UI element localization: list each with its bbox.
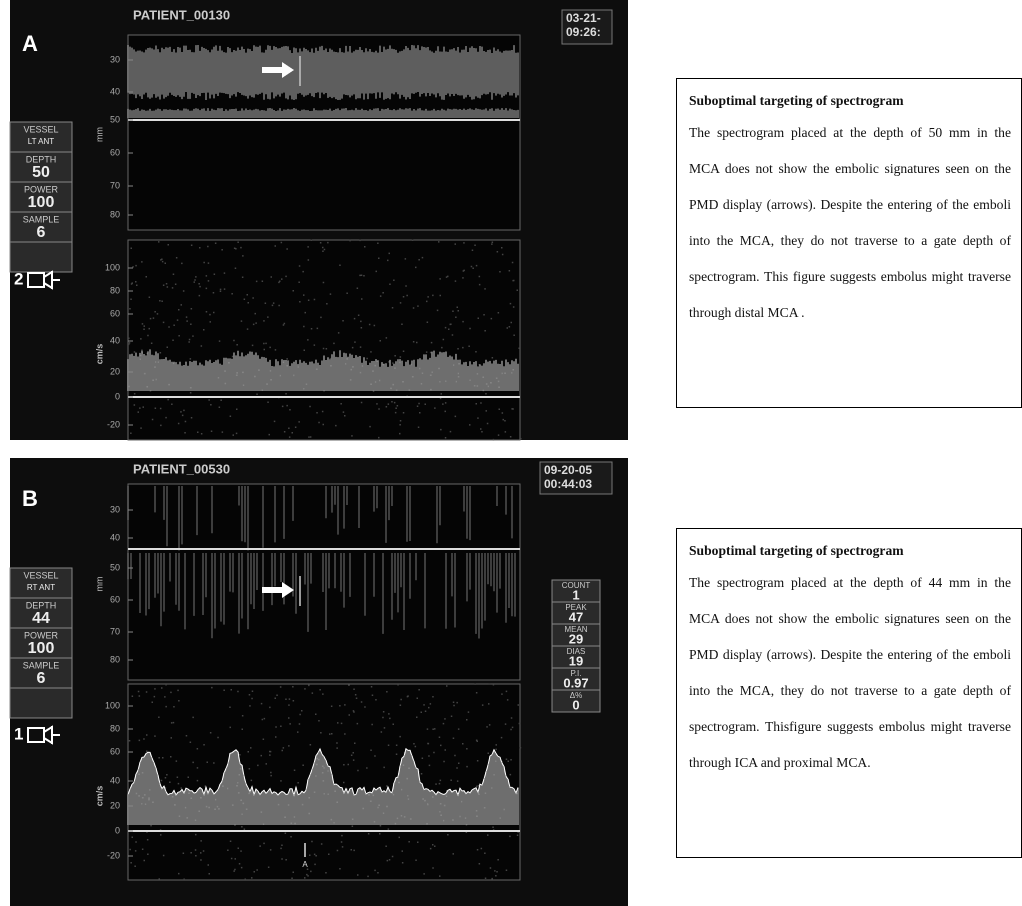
stat-value: 47 [569, 609, 583, 624]
setting-key: VESSEL [23, 124, 58, 134]
depth-tick-label: 60 [110, 147, 120, 157]
caption-title: Suboptimal targeting of spectrogram [689, 543, 1011, 559]
velocity-tick-label: 80 [110, 285, 120, 295]
depth-unit: mm [94, 577, 104, 592]
setting-value: RT ANT [27, 583, 55, 592]
caption-box: Suboptimal targeting of spectrogram The … [676, 528, 1022, 858]
panel-label: A [22, 31, 38, 56]
velocity-tick-label: 0 [115, 825, 120, 835]
time: 00:44:03 [544, 477, 592, 491]
velocity-tick-label: 40 [110, 775, 120, 785]
setting-value: 100 [28, 640, 55, 657]
setting-value: 44 [32, 610, 50, 627]
depth-tick-label: 60 [110, 594, 120, 604]
velocity-tick-label: 80 [110, 723, 120, 733]
stat-value: 19 [569, 653, 583, 668]
depth-tick-label: 80 [110, 209, 120, 219]
setting-value: 6 [37, 670, 46, 687]
depth-tick-label: 50 [110, 114, 120, 124]
depth-unit: mm [94, 127, 104, 142]
velocity-tick-label: 20 [110, 366, 120, 376]
marker-label: A [302, 860, 308, 869]
patient-id: PATIENT_00130 [133, 7, 230, 22]
velocity-tick-label: 20 [110, 800, 120, 810]
depth-tick-label: 40 [110, 86, 120, 96]
setting-cell-empty [10, 242, 72, 272]
depth-tick-label: 50 [110, 562, 120, 572]
probe-number: 1 [14, 724, 23, 743]
velocity-unit: cm/s [94, 344, 104, 365]
setting-value: 6 [37, 224, 46, 241]
velocity-tick-label: 0 [115, 391, 120, 401]
setting-value: 50 [32, 164, 50, 181]
setting-key: POWER [24, 630, 59, 640]
velocity-unit: cm/s [94, 786, 104, 807]
depth-tick-label: 30 [110, 54, 120, 64]
stat-value: 0 [572, 697, 579, 712]
setting-key: POWER [24, 184, 59, 194]
date: 09-20-05 [544, 463, 592, 477]
velocity-tick-label: 100 [105, 262, 120, 272]
setting-value: 100 [28, 194, 55, 211]
panel-label: B [22, 486, 38, 511]
setting-key: DEPTH [26, 154, 57, 164]
setting-key: SAMPLE [23, 660, 60, 670]
patient-id: PATIENT_00530 [133, 461, 230, 476]
caption-box: Suboptimal targeting of spectrogram The … [676, 78, 1022, 408]
setting-key: VESSEL [23, 570, 58, 580]
setting-cell-empty [10, 688, 72, 718]
caption-text: The spectrogram placed at the depth of 4… [689, 565, 1011, 781]
depth-tick-label: 70 [110, 626, 120, 636]
probe-number: 2 [14, 269, 23, 288]
velocity-tick-label: 60 [110, 308, 120, 318]
caption-text: The spectrogram placed at the depth of 5… [689, 115, 1011, 331]
time: 09:26: [566, 25, 601, 39]
setting-key: SAMPLE [23, 214, 60, 224]
depth-tick-label: 30 [110, 504, 120, 514]
stat-value: 29 [569, 631, 583, 646]
velocity-tick-label: 100 [105, 700, 120, 710]
setting-key: DEPTH [26, 600, 57, 610]
velocity-tick-label: -20 [107, 850, 120, 860]
stat-value: 0.97 [563, 675, 588, 690]
stat-value: 1 [572, 587, 579, 602]
spectrogram [128, 240, 520, 440]
date: 03-21- [566, 11, 601, 25]
depth-tick-label: 40 [110, 532, 120, 542]
depth-tick-label: 80 [110, 654, 120, 664]
velocity-tick-label: 60 [110, 746, 120, 756]
caption-title: Suboptimal targeting of spectrogram [689, 93, 1011, 109]
setting-value: LT ANT [28, 137, 54, 146]
velocity-tick-label: 40 [110, 335, 120, 345]
depth-tick-label: 70 [110, 180, 120, 190]
velocity-tick-label: -20 [107, 419, 120, 429]
figure: 304050607080100806040200-20mmcm/sAPATIEN… [0, 0, 1022, 906]
